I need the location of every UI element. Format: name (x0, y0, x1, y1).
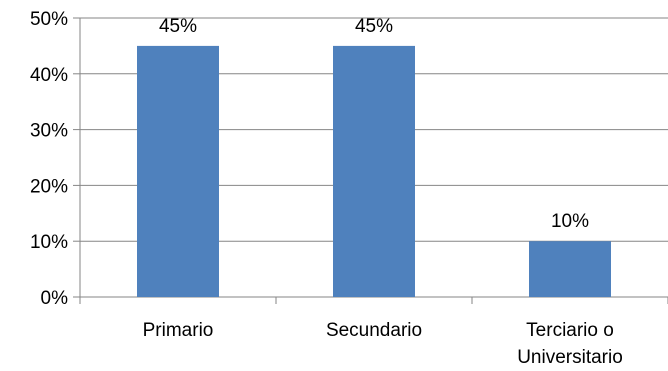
data-label: 10% (551, 211, 589, 232)
labels: 0% 10% 20% 30% 40% 50% 45% Primario 45% Secundari… (30, 9, 623, 368)
data-label: 45% (355, 16, 393, 37)
x-category-label: Universitario (517, 347, 623, 368)
y-tick-label: 30% (30, 121, 68, 142)
data-label: 45% (159, 16, 197, 37)
y-tick-label: 40% (30, 65, 68, 86)
bars (137, 45, 611, 298)
y-tick-label: 20% (30, 176, 68, 197)
bar (137, 45, 219, 298)
y-tick-label: 0% (41, 288, 69, 309)
x-category-label: Primario (143, 320, 214, 341)
x-category-label: Secundario (326, 320, 422, 341)
x-category-label: Terciario o (526, 320, 614, 341)
bar (529, 241, 611, 297)
y-tick-label: 10% (30, 232, 68, 253)
bar (333, 45, 415, 298)
y-tick-label: 50% (30, 9, 68, 30)
